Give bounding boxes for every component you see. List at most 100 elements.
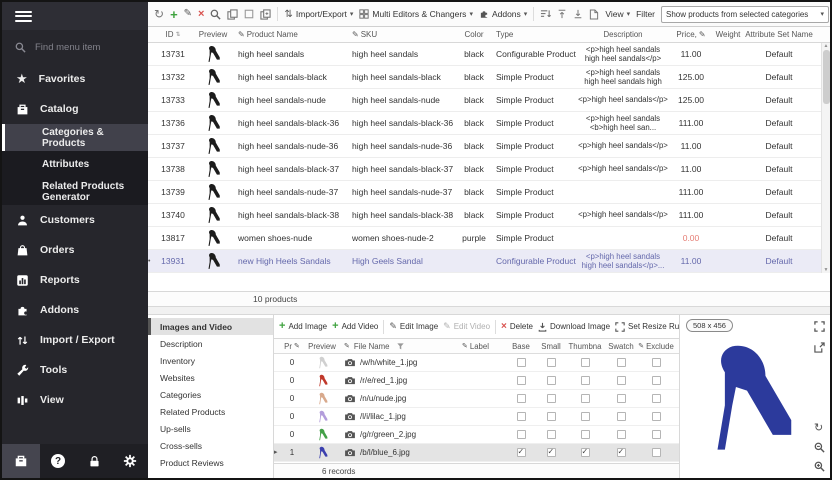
base-checkbox[interactable] <box>516 448 526 457</box>
edit-image-button[interactable]: ✎ Edit Image <box>389 321 439 332</box>
product-preview-thumbnail[interactable] <box>190 45 236 63</box>
exclude-checkbox[interactable] <box>651 448 661 457</box>
small-checkbox[interactable] <box>546 412 556 421</box>
small-checkbox[interactable] <box>546 394 556 403</box>
product-row[interactable]: • 13931 new High Heels Sandals High Geel… <box>148 250 830 273</box>
sidebar-item-customers[interactable]: Customers <box>2 205 148 235</box>
sidebar-search-input[interactable]: Find menu item <box>2 30 148 64</box>
column-header-description[interactable]: Description <box>603 29 643 39</box>
product-preview-thumbnail[interactable] <box>190 183 236 201</box>
product-row[interactable]: 13739 high heel sandals-nude-37 high hee… <box>148 181 830 204</box>
sort-button[interactable] <box>540 9 552 19</box>
exclude-checkbox[interactable] <box>651 430 661 439</box>
swatch-checkbox[interactable] <box>616 448 626 457</box>
view-menu[interactable]: View ▾ <box>605 9 631 19</box>
thumbnail-checkbox[interactable] <box>580 430 590 439</box>
product-row[interactable]: 13736 high heel sandals-black-36 high he… <box>148 112 830 135</box>
open-external-icon[interactable] <box>814 342 825 353</box>
product-row[interactable]: 13740 high heel sandals-black-38 high he… <box>148 204 830 227</box>
sidebar-item-tools[interactable]: Tools <box>2 355 148 385</box>
sidebar-item-attributes[interactable]: Attributes <box>2 151 148 178</box>
zoom-in-icon[interactable] <box>814 461 825 472</box>
column-header-color[interactable]: Color <box>464 30 484 39</box>
image-thumbnail[interactable] <box>302 428 342 441</box>
hamburger-menu-button[interactable] <box>2 2 148 30</box>
column-header-weight[interactable]: Weight <box>715 30 741 39</box>
zoom-out-icon[interactable] <box>814 442 825 453</box>
thumbnail-checkbox[interactable] <box>580 376 590 385</box>
checkbox-mode-button[interactable] <box>244 9 254 19</box>
base-checkbox[interactable] <box>516 358 526 367</box>
image-thumbnail[interactable] <box>302 410 342 423</box>
detail-tab[interactable]: Up-sells <box>160 423 191 434</box>
store-manager-button[interactable] <box>2 444 40 478</box>
add-image-button[interactable]: + Add Image <box>279 320 328 332</box>
sidebar-item-categories-products[interactable]: Categories & Products <box>2 124 148 151</box>
help-button[interactable]: ? <box>40 444 76 478</box>
copy-product-button[interactable] <box>227 8 239 20</box>
swatch-checkbox[interactable] <box>616 358 626 367</box>
image-thumbnail[interactable] <box>302 356 342 369</box>
grid-vertical-scrollbar[interactable]: ▲ ▼ <box>821 43 830 273</box>
column-header-thumbnail[interactable]: Thumbna <box>568 341 602 351</box>
base-checkbox[interactable] <box>516 412 526 421</box>
column-header-label[interactable]: ✎ Label <box>462 341 489 351</box>
swatch-checkbox[interactable] <box>616 394 626 403</box>
small-checkbox[interactable] <box>546 376 556 385</box>
product-preview-thumbnail[interactable] <box>190 137 236 155</box>
sidebar-item-view[interactable]: View <box>2 385 148 415</box>
column-header-sku[interactable]: ✎ SKU <box>352 30 378 39</box>
column-header-pr[interactable]: Pr ✎ <box>284 341 300 351</box>
product-preview-thumbnail[interactable] <box>190 68 236 86</box>
sidebar-item-reports[interactable]: Reports <box>2 265 148 295</box>
exclude-checkbox[interactable] <box>651 412 661 421</box>
edit-video-button[interactable]: ✎ Edit Video <box>443 321 491 331</box>
product-row[interactable]: 13737 high heel sandals-nude-36 high hee… <box>148 135 830 158</box>
product-row[interactable]: 13733 high heel sandals-nude high heel s… <box>148 89 830 112</box>
product-preview-thumbnail[interactable] <box>190 206 236 224</box>
column-header-small[interactable]: Small <box>541 341 561 351</box>
small-checkbox[interactable] <box>546 430 556 439</box>
exclude-checkbox[interactable] <box>651 376 661 385</box>
product-preview-thumbnail[interactable] <box>190 252 236 270</box>
import-export-menu[interactable]: ⇅ Import/Export ▾ <box>284 8 354 20</box>
fullscreen-icon[interactable] <box>814 321 825 332</box>
image-row[interactable]: 0 /g/r/green_2.jpg <box>274 426 679 444</box>
base-checkbox[interactable] <box>516 394 526 403</box>
exclude-checkbox[interactable] <box>651 358 661 367</box>
image-thumbnail[interactable] <box>302 392 342 405</box>
image-row[interactable]: 0 /w/h/white_1.jpg <box>274 354 679 372</box>
sidebar-item-import-export[interactable]: Import / Export <box>2 325 148 355</box>
add-video-button[interactable]: + Add Video <box>332 320 379 332</box>
exclude-checkbox[interactable] <box>651 394 661 403</box>
image-row[interactable]: ▸ 1 /b/l/blue_6.jpg <box>274 444 679 462</box>
scroll-down-arrow[interactable]: ▼ <box>823 267 829 273</box>
column-header-preview[interactable]: Preview <box>198 30 228 39</box>
product-row[interactable]: 13731 high heel sandals high heel sandal… <box>148 43 830 66</box>
column-header-attribute-set[interactable]: Attribute Set Name <box>745 30 813 39</box>
settings-button[interactable] <box>112 444 148 478</box>
column-header-base[interactable]: Base <box>512 341 530 351</box>
detail-tab[interactable]: Cross-sells <box>160 440 203 451</box>
image-thumbnail[interactable] <box>302 374 342 387</box>
duplicate-special-button[interactable] <box>260 8 272 20</box>
rotate-icon[interactable]: ↻ <box>814 422 824 434</box>
product-preview-thumbnail[interactable] <box>190 91 236 109</box>
addons-menu[interactable]: Addons ▾ <box>479 9 527 19</box>
product-preview-thumbnail[interactable] <box>190 114 236 132</box>
add-product-button[interactable]: + <box>170 6 178 22</box>
column-header-file-name[interactable]: ✎ File Name <box>342 342 460 351</box>
product-preview-thumbnail[interactable] <box>190 160 236 178</box>
thumbnail-checkbox[interactable] <box>580 448 590 457</box>
column-header-exclude[interactable]: ✎ Exclude <box>638 341 674 351</box>
multi-editors-menu[interactable]: Multi Editors & Changers ▾ <box>359 9 473 19</box>
search-products-button[interactable] <box>210 9 221 20</box>
column-header-type[interactable]: Type <box>496 30 514 39</box>
swatch-checkbox[interactable] <box>616 430 626 439</box>
detail-tab[interactable]: Categories <box>160 389 202 400</box>
small-checkbox[interactable] <box>546 448 556 457</box>
download-image-button[interactable]: Download Image <box>538 322 610 332</box>
thumbnail-checkbox[interactable] <box>580 394 590 403</box>
column-header-id[interactable]: ID ⇅ <box>165 30 181 39</box>
column-header-price[interactable]: Price, ✎ <box>676 30 706 39</box>
